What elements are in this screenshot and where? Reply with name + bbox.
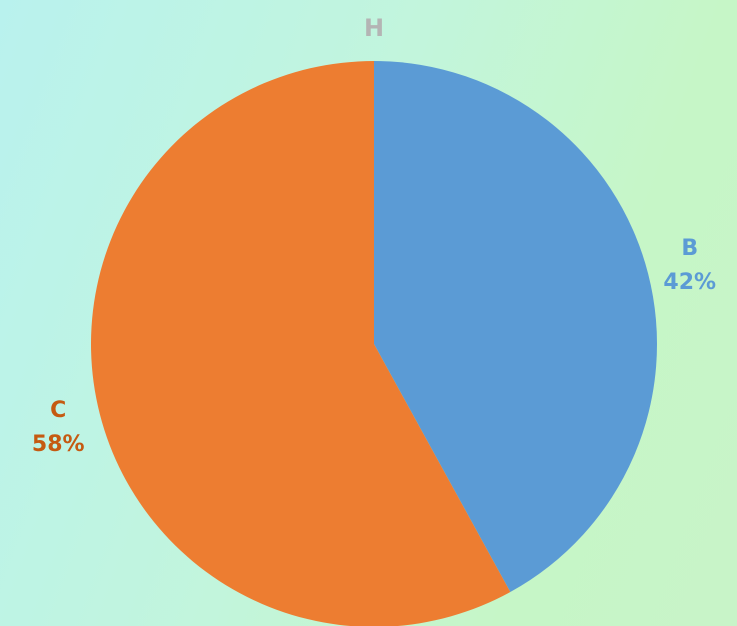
slice-percent-label-b: 42% <box>663 270 716 295</box>
pie-slice-c <box>91 61 511 626</box>
pie-slice-b <box>374 61 658 592</box>
slice-category-label-c: C <box>50 398 66 423</box>
pie-labels: B 42% C 58% <box>32 236 716 457</box>
chart-title: H <box>364 14 384 42</box>
slice-category-label-b: B <box>681 236 698 261</box>
slice-percent-label-c: 58% <box>32 432 85 457</box>
pie-slices <box>91 61 658 626</box>
